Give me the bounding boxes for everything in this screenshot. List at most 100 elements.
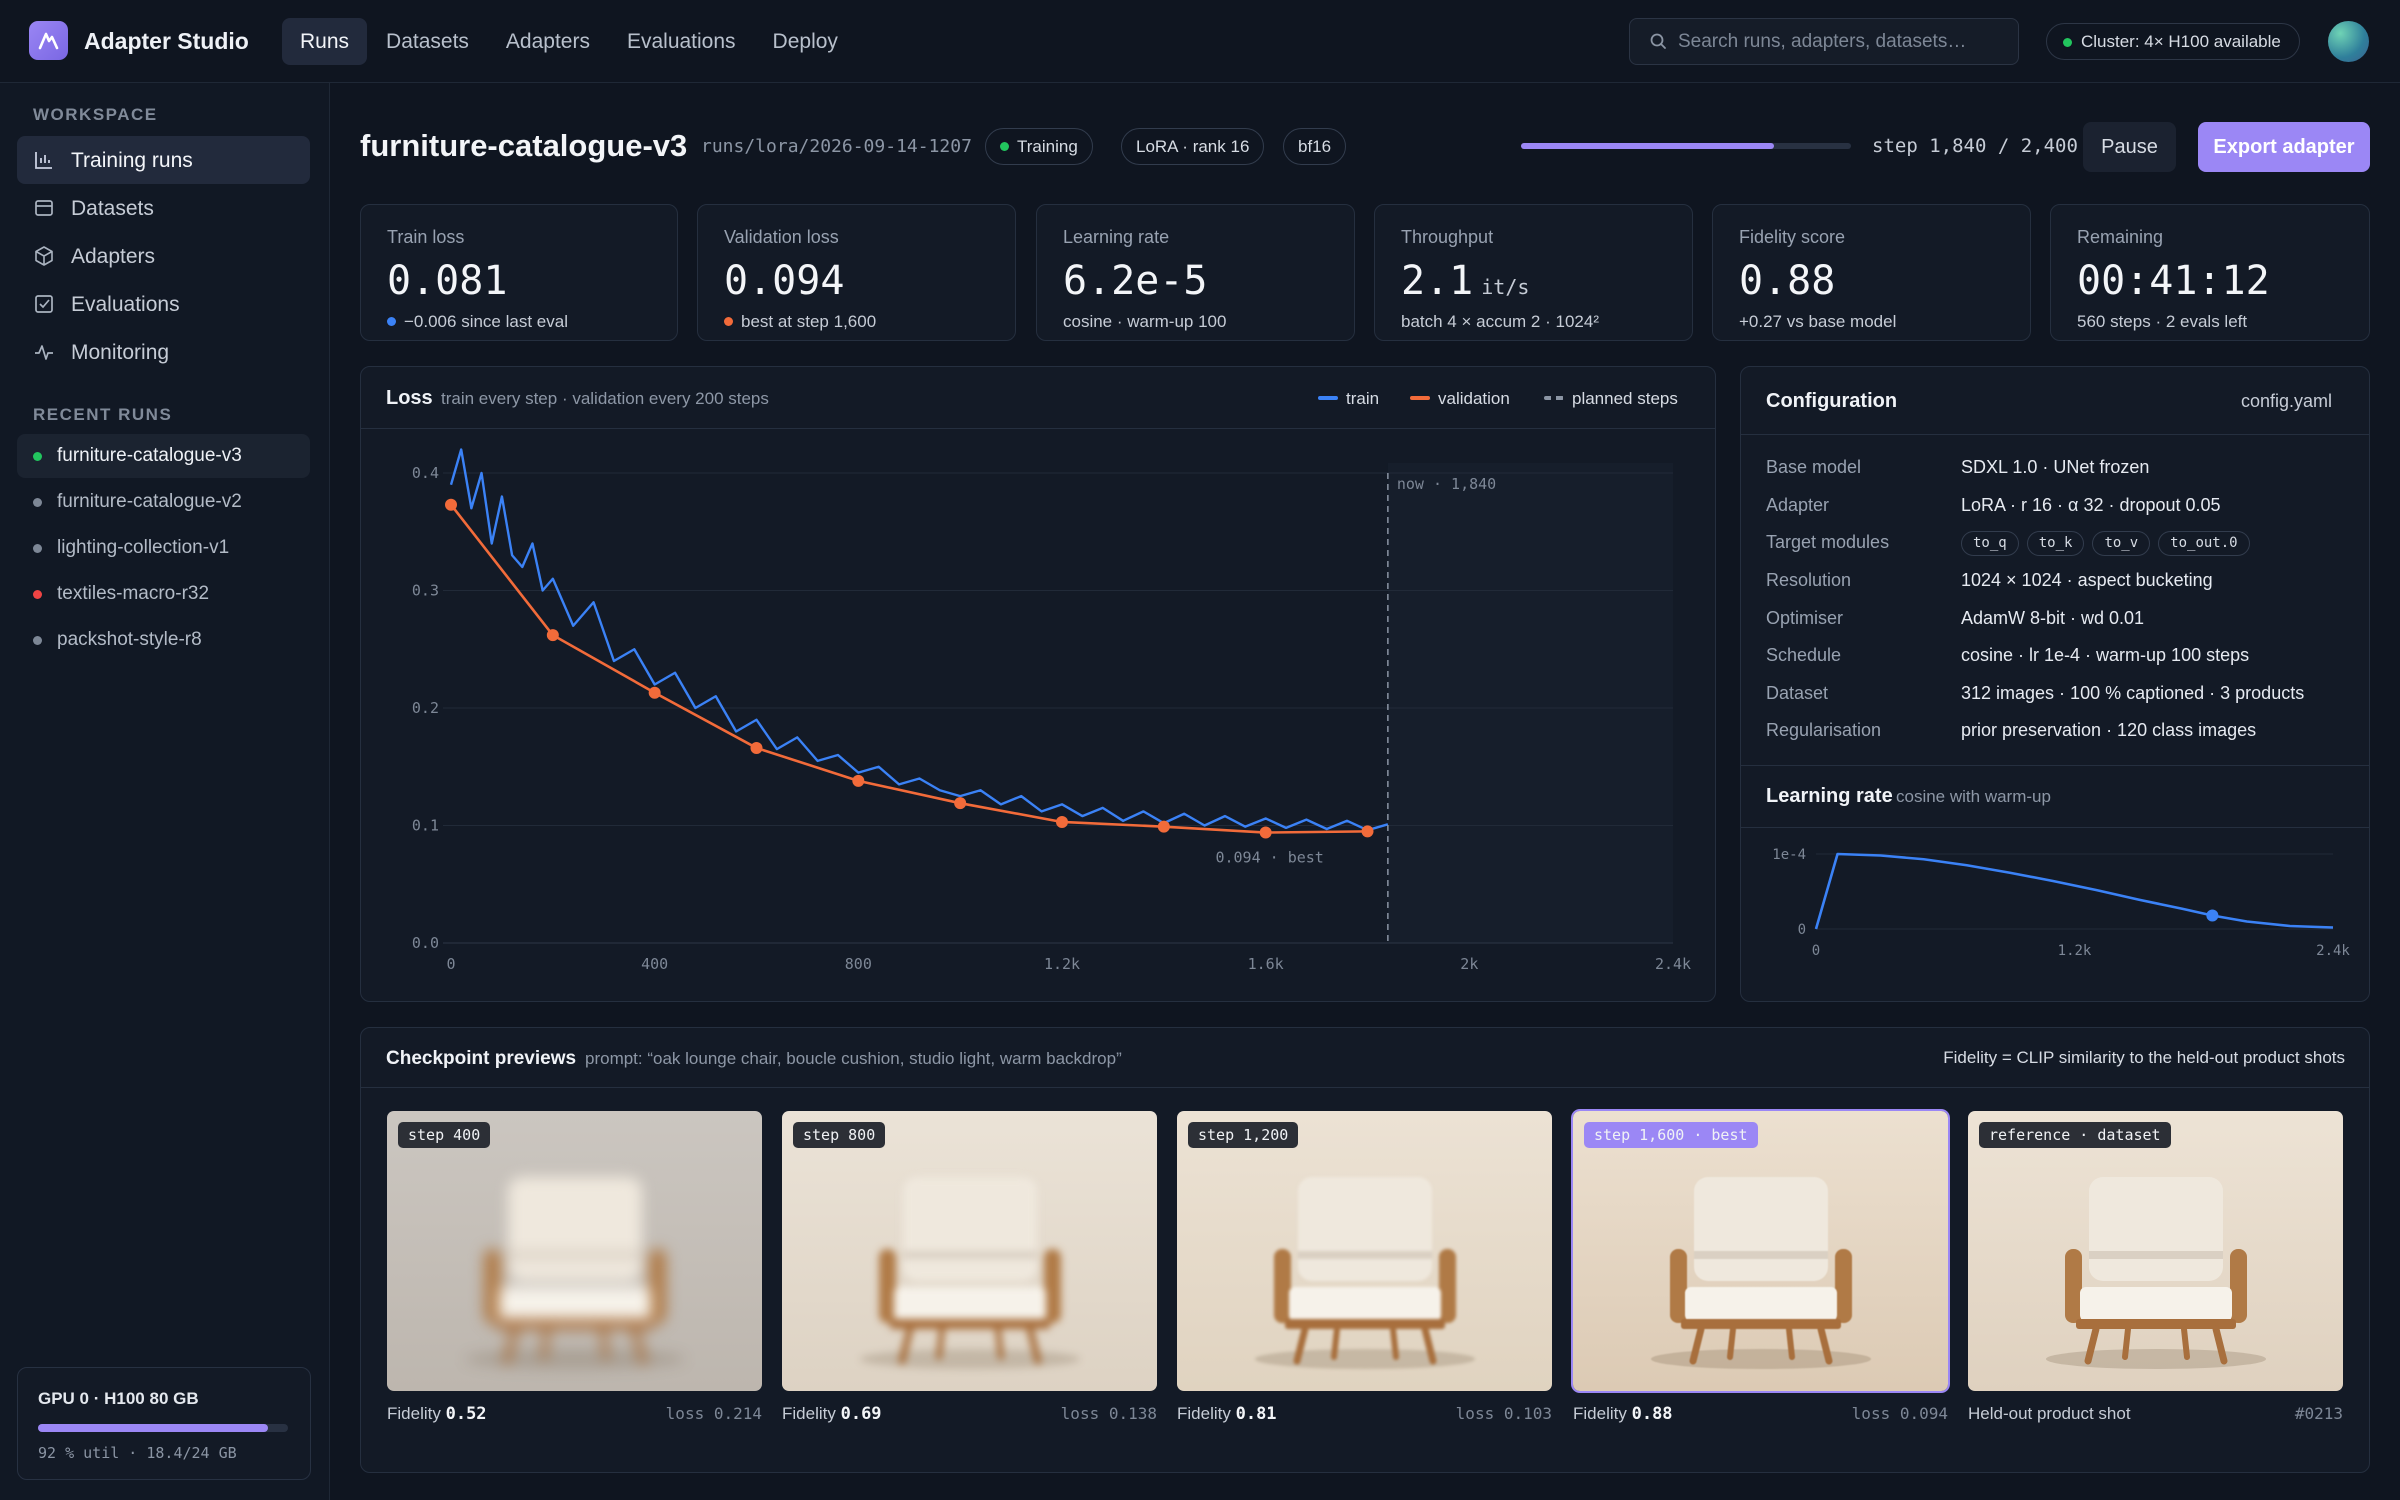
previews-note: Fidelity = CLIP similarity to the held-o… [1943,1048,2345,1067]
fidelity-label: Held-out product shot [1968,1404,2131,1424]
config-value: 1024 × 1024 · aspect bucketing [1961,570,2213,590]
search-input[interactable]: Search runs, adapters, datasets… [1629,18,2019,65]
stat-number: 0.88 [1739,258,1836,304]
sidebar: WORKSPACE Training runs Datasets Adapter… [0,83,330,1500]
gpu-detail: 92 % util · 18.4/24 GB [38,1444,237,1462]
stat-sub: 560 steps · 2 evals left [2077,312,2248,331]
x-tick-label: 1.2k [2058,943,2092,959]
now-annotation: now · 1,840 [1397,475,1496,493]
pulse-icon [35,345,53,360]
status-dot [1000,142,1009,151]
config-value: cosine · lr 1e-4 · warm-up 100 steps [1961,645,2250,665]
fidelity-label: Fidelity 0.88 [1573,1404,1673,1424]
legend-validation[interactable]: validation [1410,389,1510,409]
recent-run-item[interactable]: packshot-style-r8 [17,618,310,662]
fidelity-label: Fidelity 0.52 [387,1404,487,1424]
nav-evaluations[interactable]: Evaluations [626,30,736,53]
sidebar-item-evaluations[interactable]: Evaluations [17,280,310,328]
recent-run-name: packshot-style-r8 [57,629,202,650]
stat-value: 00:41:12 [2077,258,2270,304]
checkpoint-preview[interactable]: step 1,200 [1177,1111,1552,1391]
run-path: runs/lora/2026-09-14-1207 [701,136,972,157]
sidebar-item-adapters[interactable]: Adapters [17,232,310,280]
chair-image [1255,1177,1475,1369]
config-file-link[interactable]: config.yaml [2240,391,2332,411]
checkpoint-preview[interactable]: step 800 [782,1111,1157,1391]
run-status-dot [33,636,42,645]
lr-panel-subtitle: cosine with warm-up [1896,787,2051,806]
stat-sub-text: −0.006 since last eval [404,312,568,331]
workspace-section-label: WORKSPACE [33,105,158,124]
lr-line [1814,852,2334,930]
stat-value: 0.88 [1739,258,1835,304]
loss-chart[interactable]: 0.0 0.1 0.2 0.3 0.4 0 400 800 1.2k 1.6k 2k 2.4k now … [361,429,1717,1001]
nav-datasets[interactable]: Datasets [386,30,469,53]
cluster-status-badge[interactable]: Cluster: 4× H100 available [2046,23,2300,60]
sidebar-item-label: Monitoring [71,341,170,364]
cube-icon [35,246,53,266]
preview-tag: reference · dataset [1979,1122,2171,1148]
recent-run-item[interactable]: textiles-macro-r32 [17,572,310,616]
nav-adapters[interactable]: Adapters [505,30,590,53]
config-value: 312 images · 100 % captioned · 3 product… [1961,683,2305,703]
sidebar-item-datasets[interactable]: Datasets [17,184,310,232]
checkpoint-preview[interactable]: step 400 [387,1111,762,1391]
y-tick-label: 0 [1798,922,1806,938]
recent-run-item[interactable]: lighting-collection-v1 [17,526,310,570]
loss-panel-header: Loss train every step · validation every… [361,367,1715,429]
stat-value: 6.2e-5 [1063,258,1208,304]
legend-planned[interactable]: planned steps [1544,389,1678,409]
validation-loss-line [449,503,1368,834]
config-row: Schedule cosine · lr 1e-4 · warm-up 100 s… [1766,645,2346,675]
export-adapter-button[interactable]: Export adapter [2198,122,2370,172]
stat-label: Remaining [2077,227,2164,247]
stat-number: 6.2e-5 [1063,258,1208,304]
config-row: Regularisation prior preservation · 120 c… [1766,720,2346,750]
config-row: Target modules to_q to_k to_v to_out.0 [1766,531,2346,562]
config-key: Adapter [1766,495,1830,515]
validation-point [750,741,763,754]
x-tick-label: 0 [446,955,455,973]
nav-runs[interactable]: Runs [282,18,368,65]
legend-swatch [1410,396,1430,400]
preview-caption: Held-out product shot #0213 [1968,1404,2343,1428]
reference-preview[interactable]: reference · dataset [1968,1111,2343,1391]
legend-train[interactable]: train [1318,389,1379,409]
nav-deploy[interactable]: Deploy [772,30,838,53]
bar-chart-icon [35,152,52,169]
y-tick-label: 0.4 [412,464,439,482]
status-badge: Training [985,128,1093,165]
recent-run-item[interactable]: furniture-catalogue-v2 [17,480,310,524]
x-tick-label: 2k [1460,955,1478,973]
gpu-util-bar [38,1424,288,1432]
learning-rate-chart[interactable]: 0 1e-4 0 1.2k 2.4k [1741,829,2369,999]
fidelity-label-text: Fidelity [387,1404,441,1423]
chair-image [465,1177,685,1369]
config-value: AdamW 8-bit · wd 0.01 [1961,608,2145,628]
fidelity-label-text: Fidelity [782,1404,836,1423]
logo-icon[interactable] [29,21,68,60]
module-chip: to_q [1961,531,2019,556]
sidebar-item-training-runs[interactable]: Training runs [17,136,310,184]
sidebar-item-monitoring[interactable]: Monitoring [17,328,310,376]
divider [1741,827,2369,828]
x-tick-label: 2.4k [2316,943,2350,959]
fidelity-value: 0.88 [1631,1404,1673,1424]
module-chip: to_k [2026,531,2085,556]
preview-caption: Fidelity 0.69 loss 0.138 [782,1404,1157,1428]
gpu-status-card: GPU 0 · H100 80 GB 92 % util · 18.4/24 G… [17,1367,311,1480]
checkpoint-preview[interactable]: step 1,600 · best [1573,1111,1948,1391]
pause-button[interactable]: Pause [2083,122,2176,172]
run-progress-fill [1521,143,1775,149]
avatar[interactable] [2328,21,2369,62]
fidelity-label-text: Held-out product shot [1968,1404,2131,1423]
y-tick-label: 0.2 [412,699,439,717]
preview-loss: #0213 [2294,1404,2343,1423]
chair-image [860,1177,1080,1369]
stat-sub: +0.27 vs base model [1739,312,1897,331]
chair-image [1651,1177,1871,1369]
preview-loss: loss 0.214 [665,1404,762,1423]
recent-run-item[interactable]: furniture-catalogue-v3 [17,434,310,478]
module-chip: to_v [2092,531,2151,556]
